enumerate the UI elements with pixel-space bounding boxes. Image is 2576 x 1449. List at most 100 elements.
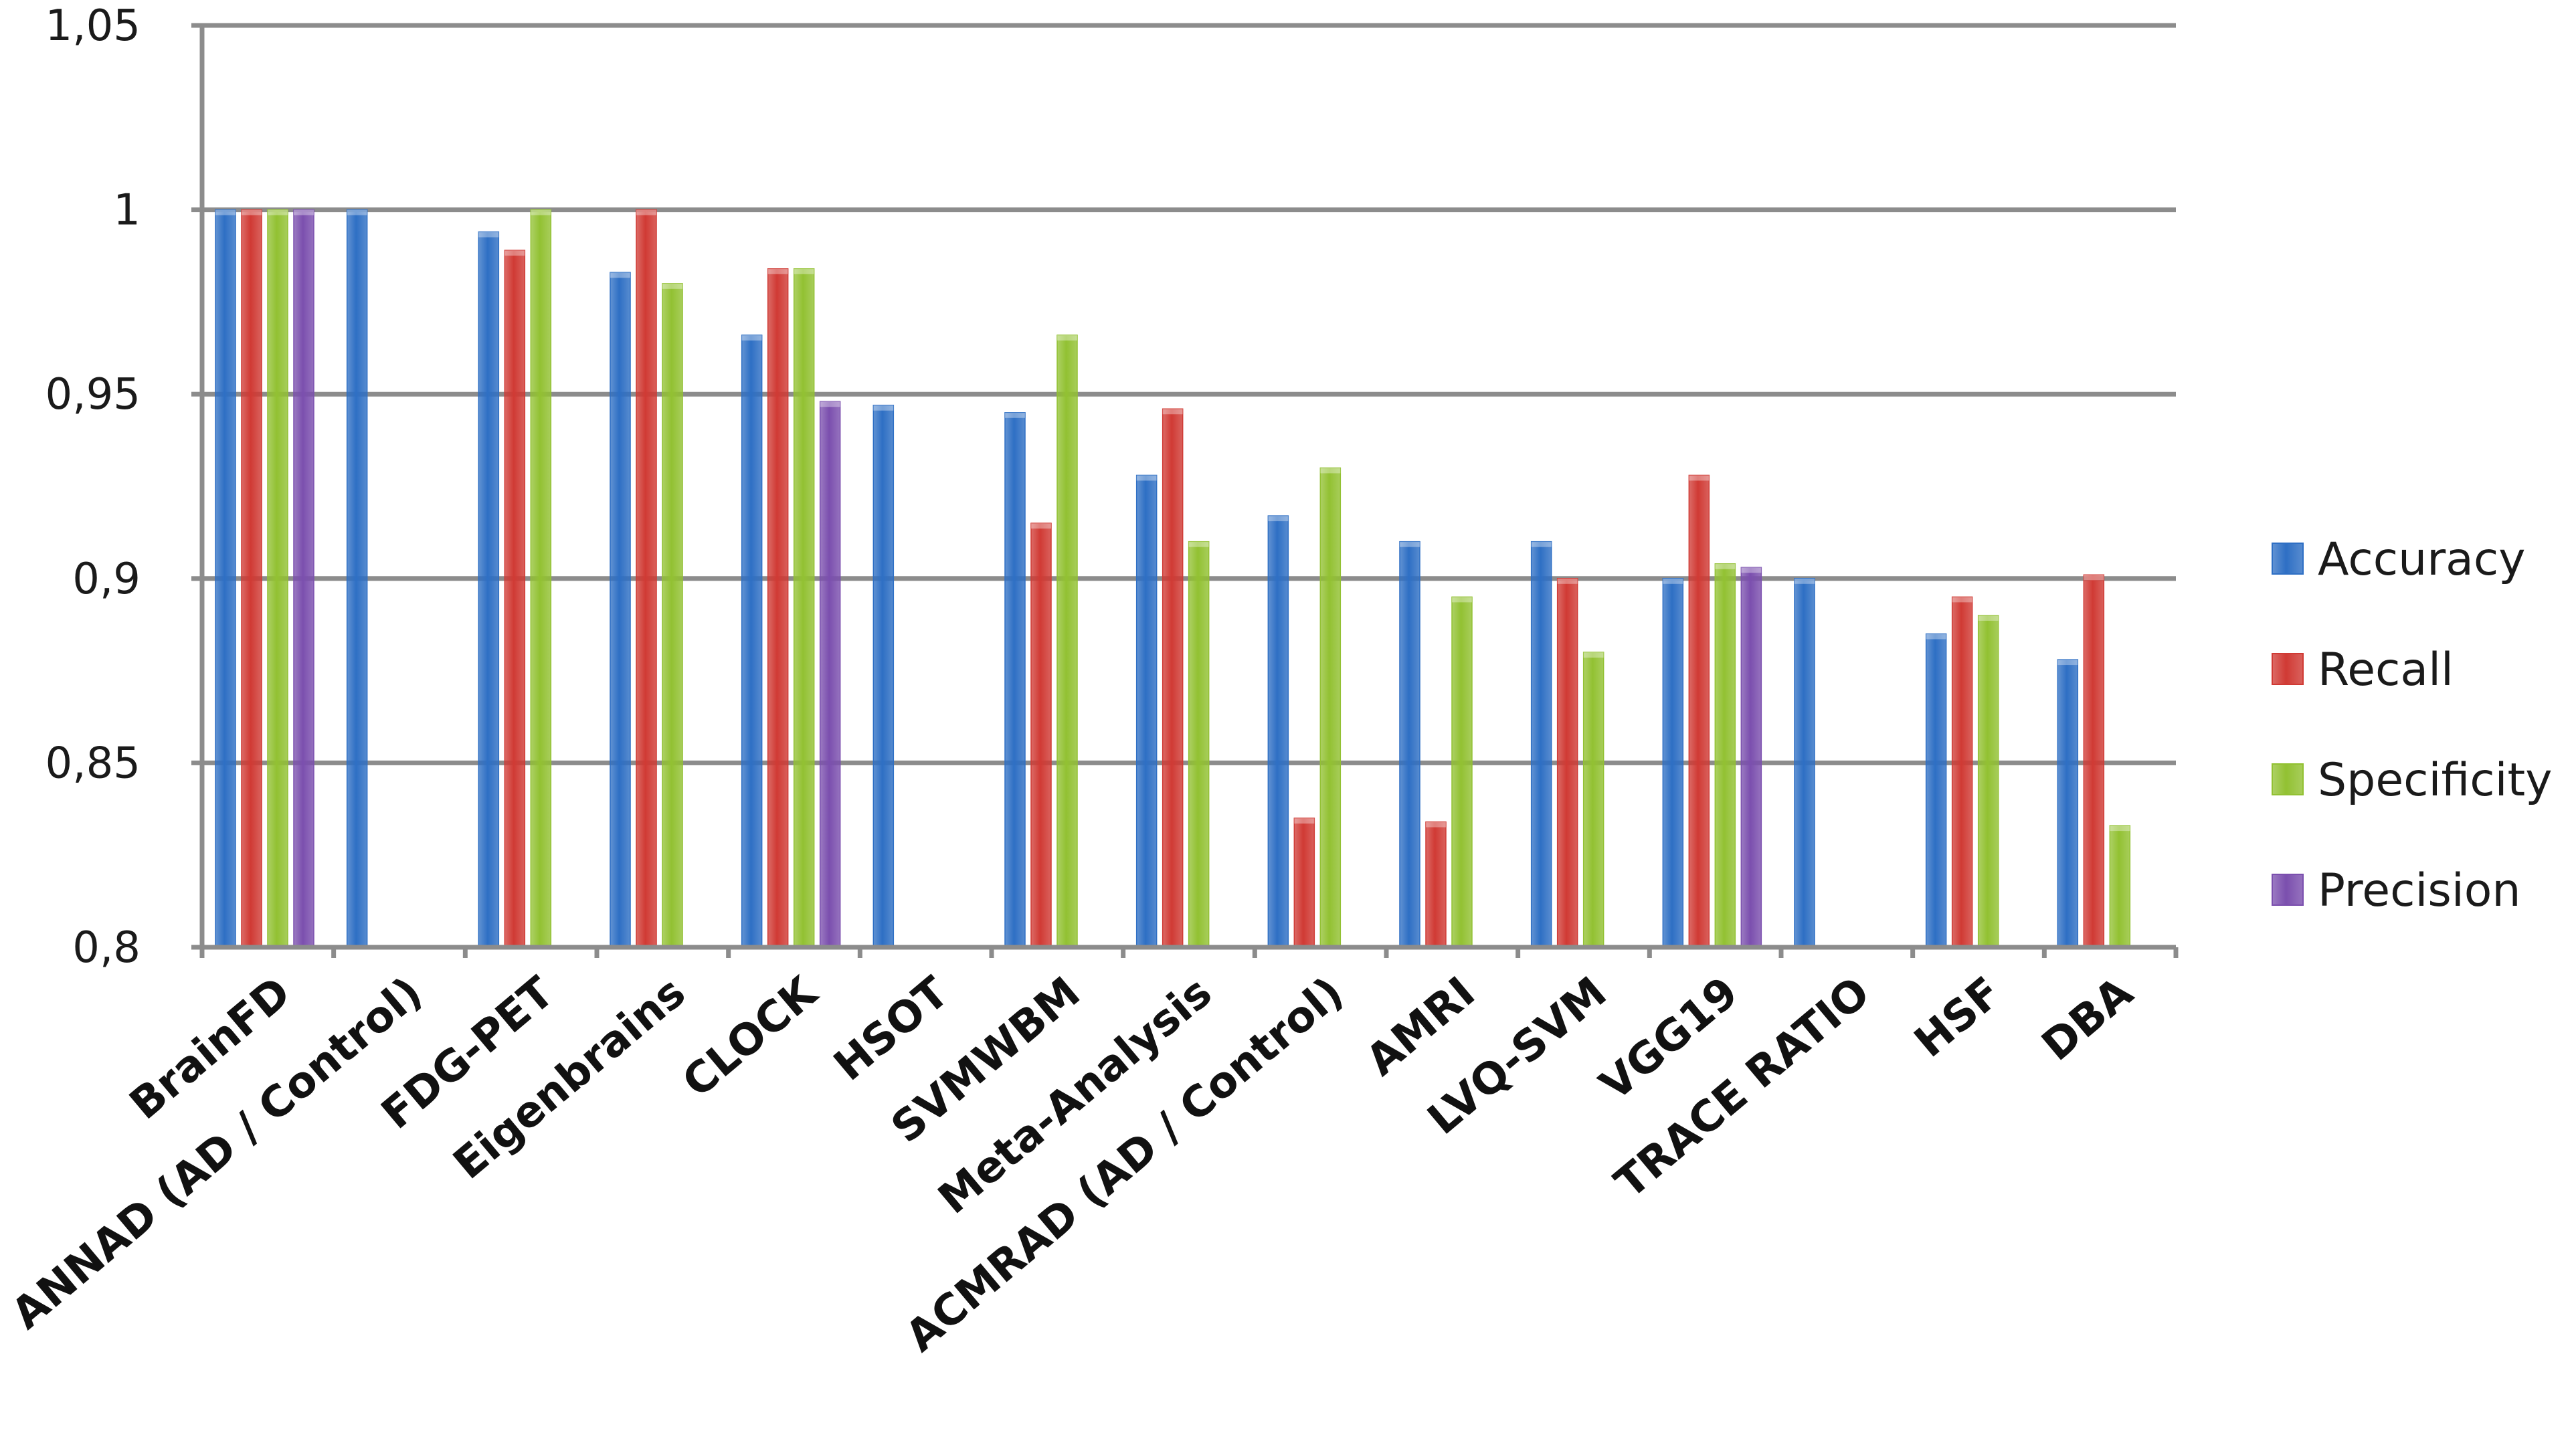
bar-cap-fdg-pet-accuracy (478, 231, 499, 237)
y-tick-label-1: 0,85 (45, 739, 141, 788)
bar-cap-amri-specificity (1452, 597, 1472, 603)
bar-cap-hsf-recall (1952, 597, 1972, 603)
bar-cap-hsot-accuracy (873, 405, 894, 411)
legend-label-precision: Precision (2318, 864, 2520, 917)
bar-lvq-svm-specificity (1582, 652, 1604, 948)
x-tick-label-hsf: HSF (1906, 968, 2011, 1068)
y-tick-label-2: 0,9 (72, 555, 141, 604)
bar-svmwbm-recall (1030, 522, 1052, 948)
y-tick-label-3: 0,95 (45, 370, 141, 419)
bar-cap-acmrad-ad-control-recall (1294, 818, 1315, 824)
bar-cap-meta-analysis-accuracy (1136, 475, 1157, 481)
bar-cap-dba-accuracy (2057, 660, 2078, 666)
bar-meta-analysis-accuracy (1135, 474, 1158, 948)
bar-fdg-pet-recall (504, 250, 526, 948)
legend-swatch-precision (2272, 874, 2304, 906)
legend-label-accuracy: Accuracy (2318, 533, 2525, 586)
bar-dba-specificity (2109, 825, 2131, 948)
bar-brainfd-precision (293, 209, 314, 948)
x-tick-label-eigenbrains: Eigenbrains (444, 968, 695, 1189)
bar-vgg19-precision (1740, 567, 1762, 948)
bar-cap-clock-precision (820, 401, 840, 407)
bar-annad-ad-control-accuracy (346, 209, 368, 948)
legend-label-specificity: Specificity (2318, 754, 2552, 807)
bar-svmwbm-specificity (1056, 334, 1078, 948)
bar-cap-dba-recall (2084, 575, 2104, 581)
y-tick-labels: 0,8 0,85 0,9 0,95 1 1,05 (45, 1, 141, 973)
bar-cap-clock-recall (767, 268, 788, 274)
bar-cap-meta-analysis-recall (1162, 409, 1183, 415)
bar-cap-vgg19-specificity (1715, 563, 1736, 569)
bar-meta-analysis-specificity (1188, 541, 1210, 948)
bar-cap-brainfd-precision (294, 209, 314, 215)
bar-cap-eigenbrains-recall (636, 209, 656, 215)
bar-dba-accuracy (2057, 659, 2079, 948)
bar-brainfd-specificity (267, 209, 288, 948)
bar-cap-brainfd-specificity (268, 209, 288, 215)
bar-vgg19-specificity (1714, 563, 1736, 948)
bar-svmwbm-accuracy (1004, 412, 1026, 948)
bar-cap-clock-accuracy (741, 335, 762, 341)
bar-cap-lvq-svm-recall (1557, 578, 1578, 584)
legend-swatch-recall (2272, 653, 2304, 685)
x-tick-label-dba: DBA (2033, 967, 2142, 1070)
bar-cap-vgg19-precision (1741, 567, 1762, 573)
legend-swatch-specificity (2272, 763, 2304, 795)
x-tick-label-clock: CLOCK (674, 967, 828, 1107)
bar-eigenbrains-recall (636, 209, 657, 948)
bar-meta-analysis-recall (1162, 408, 1184, 948)
bar-cap-annad-ad-control-accuracy (347, 209, 367, 215)
bar-cap-vgg19-recall (1689, 475, 1710, 481)
bar-eigenbrains-accuracy (610, 272, 631, 948)
bar-clock-specificity (793, 268, 815, 948)
bar-cap-svmwbm-specificity (1057, 335, 1077, 341)
bar-cap-eigenbrains-accuracy (610, 272, 630, 278)
y-tick-label-0: 0,8 (72, 923, 141, 973)
y-tick-label-4: 1 (113, 186, 141, 235)
bar-clock-precision (819, 401, 841, 948)
bar-cap-acmrad-ad-control-specificity (1320, 468, 1341, 474)
bar-cap-brainfd-recall (242, 209, 262, 215)
bar-cap-brainfd-accuracy (215, 209, 236, 215)
bar-eigenbrains-specificity (662, 283, 683, 948)
bar-hsf-recall (1951, 596, 1973, 948)
bar-cap-vgg19-accuracy (1663, 578, 1683, 584)
bar-amri-recall (1425, 821, 1447, 948)
bar-brainfd-recall (241, 209, 262, 948)
bar-fdg-pet-specificity (530, 209, 552, 948)
bar-vgg19-accuracy (1662, 578, 1684, 948)
bar-cap-meta-analysis-specificity (1188, 541, 1209, 547)
legend-swatch-accuracy (2272, 543, 2304, 575)
bar-cap-acmrad-ad-control-accuracy (1268, 516, 1289, 522)
bar-trace-ratio-accuracy (1794, 578, 1815, 948)
bars (215, 209, 2131, 948)
legend-label-recall: Recall (2318, 644, 2454, 696)
bar-amri-specificity (1451, 596, 1473, 948)
bar-cap-amri-recall (1426, 822, 1446, 828)
bar-cap-eigenbrains-specificity (662, 283, 682, 289)
bar-clock-accuracy (741, 334, 763, 948)
bar-cap-amri-accuracy (1400, 541, 1420, 547)
bar-cap-dba-specificity (2110, 826, 2130, 832)
bar-acmrad-ad-control-accuracy (1267, 515, 1289, 948)
bar-lvq-svm-recall (1556, 578, 1578, 948)
bar-cap-clock-specificity (794, 268, 814, 274)
bar-cap-fdg-pet-specificity (531, 209, 551, 215)
bar-hsf-specificity (1977, 615, 1999, 948)
bar-amri-accuracy (1399, 541, 1420, 948)
bar-vgg19-recall (1688, 474, 1710, 948)
bar-cap-lvq-svm-accuracy (1531, 541, 1552, 547)
bar-fdg-pet-accuracy (478, 231, 500, 948)
bar-lvq-svm-accuracy (1530, 541, 1552, 948)
bar-cap-fdg-pet-recall (504, 250, 525, 256)
y-tick-label-5: 1,05 (45, 1, 141, 51)
bar-hsf-accuracy (1925, 633, 1947, 948)
bar-cap-lvq-svm-specificity (1583, 652, 1604, 658)
bar-cap-hsf-specificity (1978, 615, 1999, 621)
legend: Accuracy Recall Specificity Precision (2272, 533, 2552, 917)
bar-cap-svmwbm-recall (1031, 523, 1051, 529)
bar-acmrad-ad-control-specificity (1319, 467, 1342, 948)
